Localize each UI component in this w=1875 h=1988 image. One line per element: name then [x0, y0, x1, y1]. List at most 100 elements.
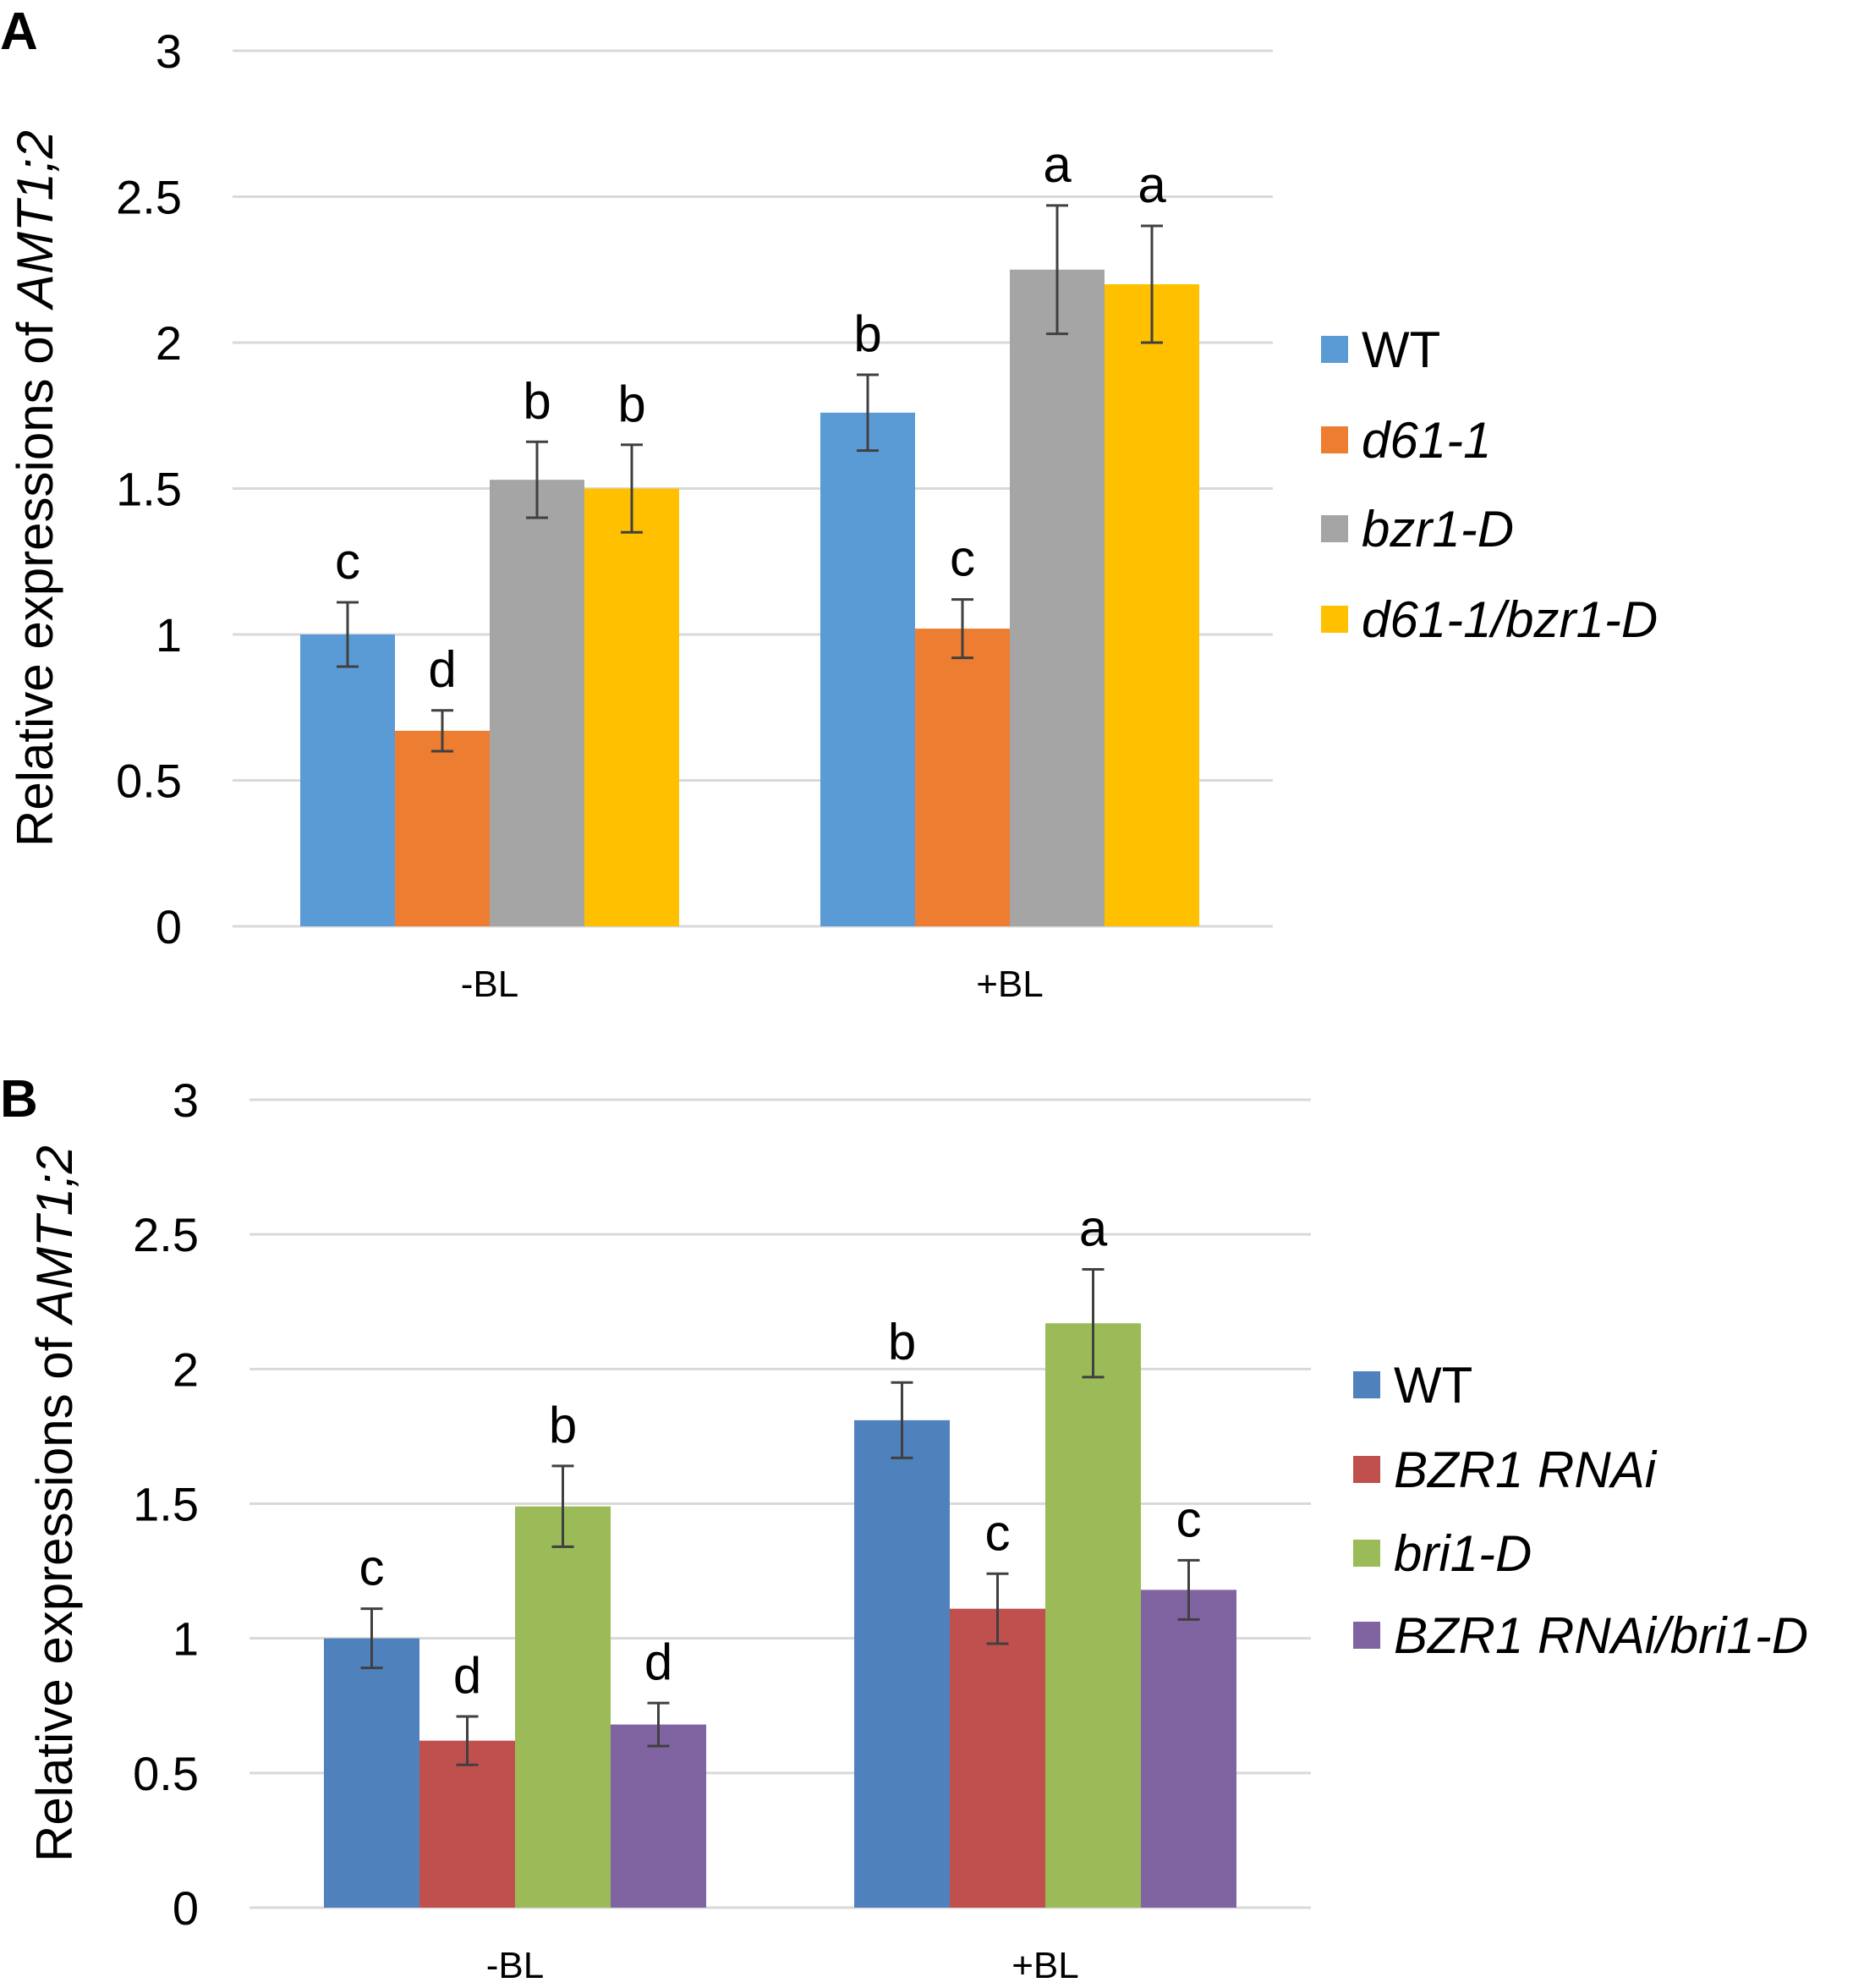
panel-b-bars: [324, 1323, 1236, 1908]
panel-a-legend-swatch: [1321, 426, 1348, 453]
panel-a-letter: A: [0, 3, 38, 61]
panel-a-y-tick-label: 0: [156, 900, 182, 953]
panel-b-bar-bzr1-rnai-minus-bl: [419, 1740, 515, 1908]
panel-b-y-axis-label: Relative expressions of AMT1;2: [26, 1145, 83, 1862]
panel-b-legend-swatch: [1353, 1622, 1380, 1649]
panel-b-significance-label: d: [453, 1647, 481, 1704]
panel-b-error-bar: [551, 1464, 574, 1548]
panel-a-y-tick-label: 1.5: [116, 463, 182, 516]
panel-a: A 0 0.5 1 1.5 2 2.5 3 c b d c b a b a -BL +BL WT d61-1 b…: [0, 3, 1658, 1005]
panel-a-bar-d61-1-bzr1-d-minus-bl: [584, 488, 679, 926]
panel-b-y-tick-label: 0: [173, 1881, 199, 1935]
panel-a-bar-bzr1-d-minus-bl: [490, 480, 584, 926]
panel-a-y-tick-label: 1: [156, 608, 182, 662]
panel-a-significance-label: c: [335, 533, 360, 590]
panel-a-bar-wt-plus-bl: [820, 412, 915, 926]
panel-b-legend-label: BZR1 RNAi/bri1-D: [1394, 1607, 1808, 1664]
panel-a-bar-d61-1-bzr1-d-plus-bl: [1105, 284, 1199, 926]
panel-a-y-ticks: 0 0.5 1 1.5 2 2.5 3: [116, 25, 182, 953]
panel-a-legend-swatch: [1321, 336, 1348, 363]
panel-a-legend-item: bzr1-D: [1321, 501, 1514, 557]
panel-b-significance-label: a: [1079, 1200, 1108, 1257]
panel-a-legend-label: d61-1/bzr1-D: [1362, 591, 1658, 648]
panel-b-error-bar: [986, 1572, 1009, 1645]
panel-a-x-ticks: -BL +BL: [461, 964, 1044, 1005]
panel-a-bar-bzr1-d-plus-bl: [1010, 269, 1105, 926]
panel-a-error-bar: [621, 443, 643, 534]
panel-a-y-tick-label: 3: [156, 25, 182, 78]
panel-a-legend-item: d61-1/bzr1-D: [1321, 591, 1658, 648]
panel-a-legend-label: bzr1-D: [1362, 501, 1514, 557]
panel-a-error-bar: [857, 373, 879, 453]
panel-a-error-bars: [337, 204, 1163, 753]
panel-a-error-bar: [526, 440, 548, 519]
panel-b-error-bar: [456, 1715, 479, 1766]
panel-b-y-tick-label: 2.5: [133, 1208, 199, 1261]
panel-b-error-bar: [1177, 1558, 1200, 1621]
panel-b-error-bar: [891, 1381, 913, 1459]
panel-b-error-bars: [360, 1268, 1200, 1766]
panel-b-bar-bzr1-rnai-bri1-d-minus-bl: [611, 1724, 706, 1908]
panel-a-significance-label: a: [1043, 136, 1072, 193]
panel-a-significance-label: b: [853, 305, 881, 362]
panel-a-error-bar: [1046, 204, 1068, 336]
panel-a-y-tick-label: 2: [156, 316, 182, 370]
panel-b-y-tick-label: 2: [173, 1343, 199, 1396]
panel-b-significance-label: b: [888, 1313, 916, 1370]
panel-b-y-tick-label: 0.5: [133, 1747, 199, 1800]
panel-a-bars: [300, 269, 1199, 926]
panel-b-legend-label: bri1-D: [1394, 1525, 1532, 1582]
panel-b-legend: WT BZR1 RNAi bri1-D BZR1 RNAi/bri1-D: [1353, 1357, 1808, 1664]
panel-a-significance-labels: c b d c b a b a: [335, 136, 1166, 698]
panel-b-legend-swatch: [1353, 1540, 1380, 1567]
panel-b-y-ticks: 0 0.5 1 1.5 2 2.5 3: [133, 1074, 199, 1935]
panel-b-legend-label: BZR1 RNAi: [1394, 1442, 1658, 1498]
panel-a-y-tick-label: 2.5: [116, 171, 182, 224]
panel-a-legend-label: WT: [1362, 321, 1440, 378]
panel-a-error-bar: [337, 601, 359, 668]
panel-a-legend-item: WT: [1321, 321, 1440, 378]
panel-a-significance-label: a: [1138, 157, 1166, 213]
panel-a-significance-label: b: [523, 372, 551, 429]
panel-a-y-label-prefix: Relative expressions of: [7, 308, 63, 847]
panel-b-legend-swatch: [1353, 1371, 1380, 1398]
panel-b-bar-bri1-d-minus-bl: [515, 1506, 611, 1908]
panel-a-bar-d61-1-minus-bl: [395, 730, 490, 926]
panel-b-legend-label: WT: [1394, 1357, 1472, 1414]
panel-b-bar-bri1-d-plus-bl: [1045, 1323, 1141, 1908]
panel-b-significance-label: b: [549, 1397, 577, 1453]
panel-b-bar-bzr1-rnai-plus-bl: [950, 1608, 1045, 1908]
panel-a-significance-label: c: [950, 530, 975, 587]
panel-b-bar-bzr1-rnai-bri1-d-plus-bl: [1141, 1590, 1236, 1908]
panel-b-y-tick-label: 1: [173, 1612, 199, 1666]
panel-a-bar-wt-minus-bl: [300, 634, 395, 926]
panel-a-legend-swatch: [1321, 515, 1348, 542]
panel-b-x-category-label: -BL: [486, 1945, 544, 1986]
panel-a-error-bar: [431, 709, 453, 753]
panel-a-significance-label: b: [617, 376, 645, 432]
panel-b-y-label-gene: AMT1;2: [26, 1145, 83, 1326]
panel-b-error-bar: [647, 1701, 670, 1748]
panel-b-letter: B: [0, 1070, 38, 1129]
panel-a-y-label-gene: AMT1;2: [7, 130, 63, 310]
panel-b-legend-swatch: [1353, 1456, 1380, 1483]
panel-a-y-tick-label: 0.5: [116, 755, 182, 808]
panel-b-y-tick-label: 3: [173, 1074, 199, 1127]
panel-a-x-category-label: +BL: [976, 964, 1044, 1005]
panel-b-error-bar: [360, 1607, 383, 1670]
panel-b-x-category-label: +BL: [1012, 1945, 1079, 1986]
panel-a-y-axis-label: Relative expressions of AMT1;2: [7, 130, 63, 847]
panel-b-bar-wt-plus-bl: [854, 1420, 950, 1908]
panel-b-significance-labels: c b d c b a d c: [359, 1200, 1202, 1704]
panel-a-error-bar: [951, 598, 973, 660]
panel-b-y-tick-label: 1.5: [133, 1478, 199, 1531]
panel-b-significance-label: c: [1176, 1491, 1202, 1547]
panel-b-legend-item: WT: [1353, 1357, 1472, 1414]
panel-a-legend-label: d61-1: [1362, 412, 1491, 469]
panel-b-x-ticks: -BL +BL: [486, 1945, 1079, 1986]
panel-a-error-bar: [1141, 224, 1163, 344]
panel-b-legend-item: BZR1 RNAi/bri1-D: [1353, 1607, 1808, 1664]
panel-a-legend-swatch: [1321, 606, 1348, 633]
panel-b-legend-item: BZR1 RNAi: [1353, 1442, 1658, 1498]
